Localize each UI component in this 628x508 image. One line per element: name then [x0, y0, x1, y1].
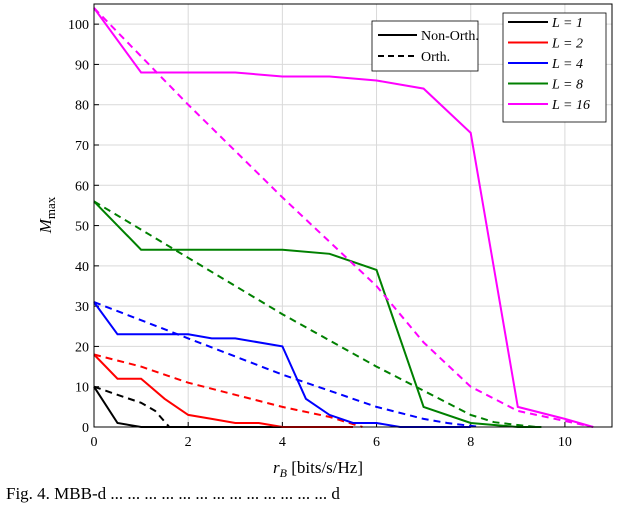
line-style-legend: Non-Orth. Orth.	[371, 20, 479, 72]
y-tick-label: 50	[75, 220, 89, 235]
y-tick-label: 70	[75, 139, 89, 154]
legend-entry: L = 4	[551, 57, 583, 72]
figure-caption: Fig. 4. MBB-d ... ... ... ... ... ... ..…	[6, 484, 340, 503]
series-orth-line-2	[93, 353, 363, 428]
y-tick-label: 100	[68, 18, 89, 33]
y-tick-label: 0	[82, 421, 89, 436]
legend-entry: L = 16	[551, 98, 590, 113]
y-tick-label: 40	[75, 260, 89, 275]
series-nonorth-line-4	[93, 200, 542, 428]
legend-orth: Orth.	[421, 50, 450, 65]
line-chart: 0 2 4 6 8 10 0 10 20 30 40 50 60 70 80 90 100 rB [bits/…	[36, 3, 613, 480]
legend-entry: L = 2	[551, 37, 583, 52]
plot-frame	[93, 3, 613, 428]
x-tick-label: 0	[91, 435, 98, 450]
y-axis-label: Mmax	[36, 196, 58, 234]
y-tick-label: 20	[75, 340, 89, 355]
series-orth-line-3	[93, 301, 481, 428]
y-tick-label: 90	[75, 58, 89, 73]
series-legend: L = 1 L = 2 L = 4 L = 8 L = 16	[502, 12, 607, 123]
x-tick-label: 8	[467, 435, 474, 450]
y-tick-label: 80	[75, 99, 89, 114]
y-tick-label: 10	[75, 381, 89, 396]
series-nonorth-line-1	[93, 386, 292, 428]
legend-entry: L = 8	[551, 78, 583, 93]
series-orth-line-1	[93, 385, 171, 428]
series-nonorth-line-5	[93, 7, 594, 428]
x-tick-label: 10	[558, 435, 572, 450]
legend-nonorth: Non-Orth.	[421, 29, 479, 44]
y-tick-label: 30	[75, 300, 89, 315]
series-orth-line-5	[93, 7, 594, 428]
series-nonorth-line-3	[93, 301, 471, 428]
x-tick-labels: 0 2 4 6 8 10	[91, 435, 572, 450]
x-axis-label: rB [bits/s/Hz]	[273, 458, 363, 480]
legend-entry: L = 1	[551, 16, 583, 31]
series-orth-line-4	[93, 200, 537, 428]
y-tick-labels: 0 10 20 30 40 50 60 70 80 90 100	[68, 18, 89, 436]
x-axis-unit: [bits/s/Hz]	[287, 458, 363, 477]
x-tick-label: 6	[373, 435, 380, 450]
y-tick-label: 60	[75, 179, 89, 194]
x-tick-label: 4	[279, 435, 286, 450]
x-tick-label: 2	[185, 435, 192, 450]
